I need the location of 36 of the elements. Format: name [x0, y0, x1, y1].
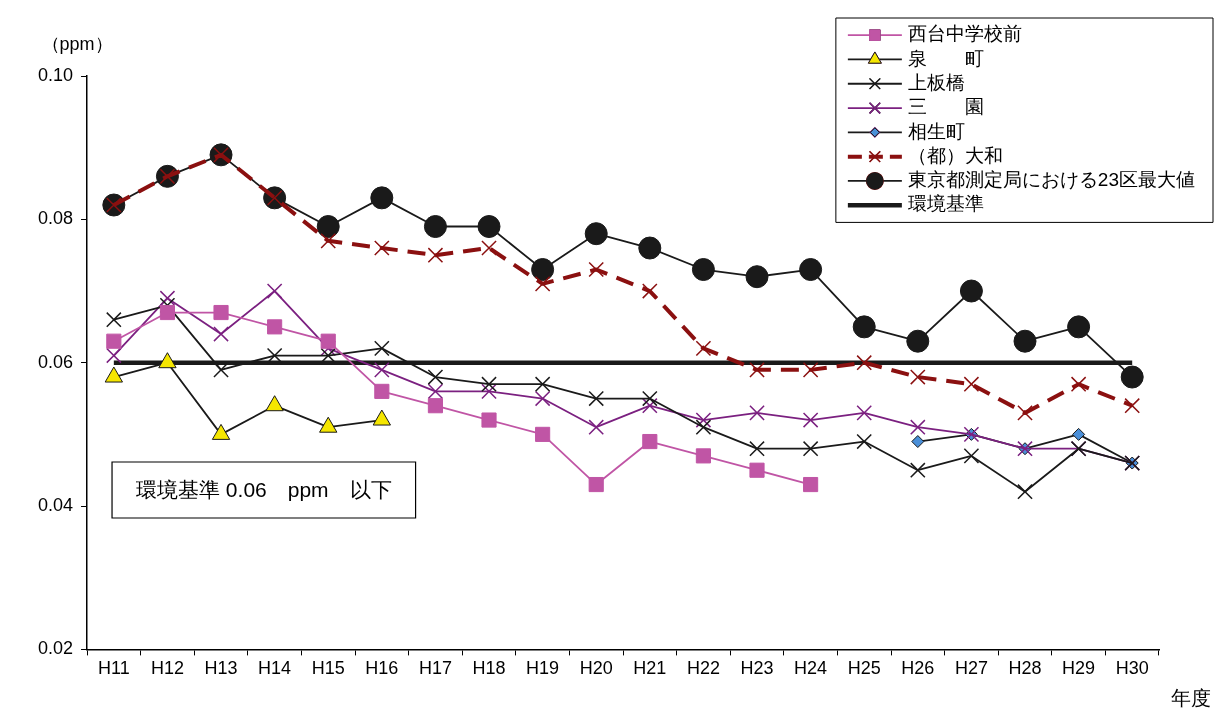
x-tick-label: H15 — [311, 658, 345, 679]
annotation: 環境基準 0.06 ppm 以下 — [136, 477, 392, 501]
y-tick-label: 0.08 — [37, 208, 74, 229]
x-tick-label: H11 — [97, 658, 130, 679]
x-tick-label: H12 — [150, 658, 184, 679]
legend-label: 泉 町 — [907, 47, 984, 69]
legend-label: 環境基準 — [907, 193, 984, 215]
legend-label: （都）大和 — [907, 144, 1003, 166]
x-tick-label: H14 — [258, 658, 292, 679]
legend-label: 三 園 — [907, 96, 984, 118]
legend-label: 西台中学校前 — [907, 23, 1022, 45]
x-tick-label: H27 — [954, 658, 988, 679]
x-tick-label: H30 — [1115, 658, 1149, 679]
x-tick-label: H13 — [204, 658, 238, 679]
x-tick-label: H24 — [794, 658, 828, 679]
x-tick-label: H18 — [472, 658, 506, 679]
x-axis-title: 年度 — [1171, 686, 1211, 709]
x-tick-label: H22 — [686, 658, 720, 679]
x-tick-label: H17 — [418, 658, 452, 679]
y-tick-label: 0.10 — [37, 64, 74, 85]
y-tick-label: 0.06 — [37, 351, 74, 372]
legend-label: 相生町 — [907, 120, 965, 142]
x-tick-label: H16 — [365, 658, 399, 679]
x-tick-label: H28 — [1008, 658, 1042, 679]
legend-label: 東京都測定局における23区最大値 — [907, 169, 1196, 191]
y-axis-title: （ppm） — [41, 33, 113, 54]
x-tick-label: H29 — [1062, 658, 1096, 679]
y-tick-label: 0.02 — [37, 638, 74, 659]
x-tick-label: H26 — [901, 658, 935, 679]
x-tick-label: H21 — [633, 658, 667, 679]
x-tick-label: H25 — [847, 658, 881, 679]
x-tick-label: H19 — [526, 658, 560, 679]
x-tick-label: H23 — [740, 658, 774, 679]
legend-label: 上板橋 — [907, 71, 965, 93]
y-tick-label: 0.04 — [37, 495, 74, 516]
x-tick-label: H20 — [579, 658, 613, 679]
